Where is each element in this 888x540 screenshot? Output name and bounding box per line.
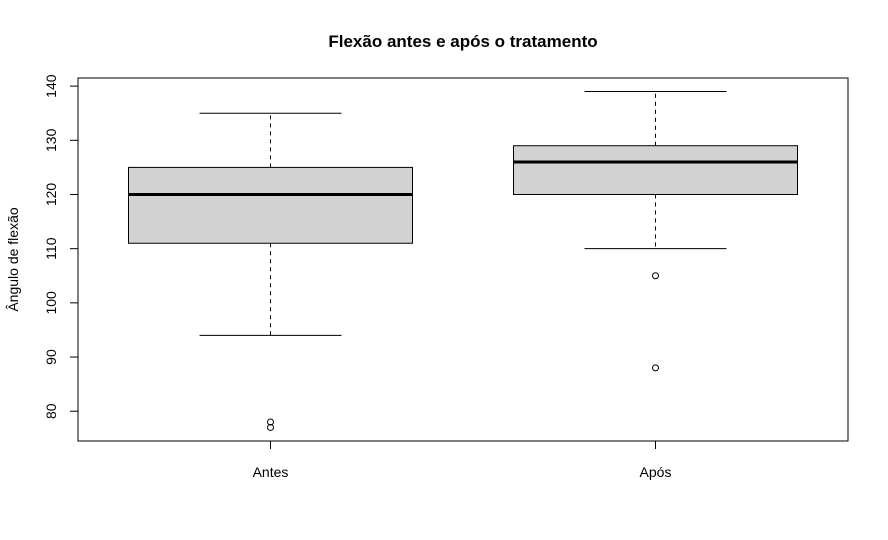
outlier-point bbox=[652, 272, 659, 280]
y-tick-label: 80 bbox=[43, 403, 59, 419]
y-tick-label: 90 bbox=[43, 349, 59, 365]
outlier-point bbox=[267, 418, 274, 426]
y-axis-label: Ângulo de flexão bbox=[5, 207, 21, 312]
y-tick-label: 130 bbox=[43, 128, 59, 152]
y-tick-label: 120 bbox=[43, 183, 59, 207]
outlier-point bbox=[267, 423, 274, 431]
x-axis: Antes Após bbox=[253, 440, 672, 480]
x-tick-label: Antes bbox=[253, 464, 289, 480]
iqr-box bbox=[513, 145, 798, 195]
chart-title: Flexão antes e após o tratamento bbox=[328, 32, 597, 51]
box-1 bbox=[128, 112, 413, 431]
box-2 bbox=[513, 91, 798, 372]
y-tick-label: 140 bbox=[43, 74, 59, 98]
outlier-point bbox=[652, 364, 659, 372]
y-axis: 80 90 100 110 120 130 140 bbox=[43, 74, 79, 419]
boxes-group bbox=[128, 91, 798, 431]
iqr-box bbox=[128, 166, 413, 244]
plot-frame bbox=[77, 77, 849, 442]
y-tick-label: 100 bbox=[43, 291, 59, 315]
x-tick-label: Após bbox=[640, 464, 672, 480]
y-tick-label: 110 bbox=[43, 237, 59, 260]
